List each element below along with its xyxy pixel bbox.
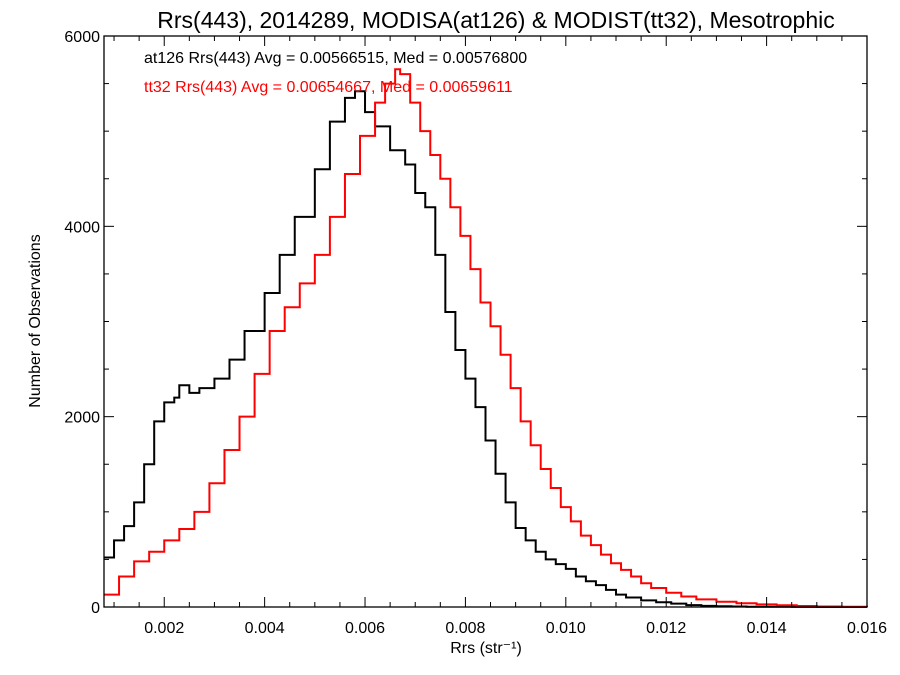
x-tick-label: 0.016 [847, 620, 887, 637]
x-tick-label: 0.002 [144, 620, 184, 637]
y-tick-label: 6000 [64, 29, 100, 46]
series-line-at126 [104, 90, 867, 608]
x-tick-label: 0.006 [345, 620, 385, 637]
annotation-at126: at126 Rrs(443) Avg = 0.00566515, Med = 0… [144, 50, 527, 67]
y-tick-label: 0 [91, 600, 100, 617]
y-axis-label: Number of Observations [27, 234, 44, 407]
y-tick-label: 2000 [64, 410, 100, 427]
x-tick-label: 0.014 [747, 620, 787, 637]
x-axis-label: Rrs (str⁻¹) [450, 640, 522, 657]
x-tick-label: 0.012 [646, 620, 686, 637]
x-tick-label: 0.010 [546, 620, 586, 637]
annotation-tt32: tt32 Rrs(443) Avg = 0.00654667, Med = 0.… [144, 79, 513, 96]
series-line-tt32 [104, 68, 868, 608]
x-tick-label: 0.008 [445, 620, 485, 637]
y-tick-label: 4000 [64, 219, 100, 236]
chart-title: Rrs(443), 2014289, MODISA(at126) & MODIS… [157, 7, 834, 33]
x-tick-label: 0.004 [245, 620, 285, 637]
plot-frame [103, 35, 868, 608]
